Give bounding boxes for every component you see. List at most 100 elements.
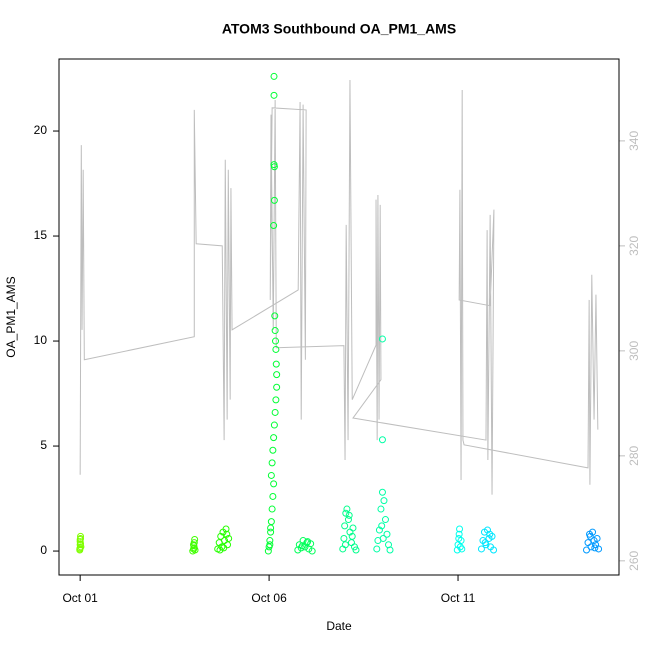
point <box>272 360 280 368</box>
point <box>595 545 603 553</box>
point <box>270 434 278 442</box>
point <box>298 542 306 550</box>
point <box>343 505 351 513</box>
point <box>273 383 281 391</box>
x-tick-label: Oct 01 <box>62 591 98 605</box>
point <box>220 544 228 552</box>
point <box>457 537 465 545</box>
y2-tick-label: 300 <box>627 341 641 361</box>
point <box>77 540 85 548</box>
point <box>341 541 349 549</box>
point <box>345 511 353 519</box>
y-axis-label: OA_PM1_AMS <box>4 276 18 357</box>
point <box>587 543 595 551</box>
point <box>488 532 496 540</box>
plot-frame <box>58 58 620 576</box>
point <box>380 497 388 505</box>
point <box>586 532 594 540</box>
point <box>342 509 350 517</box>
point <box>216 546 224 554</box>
point <box>225 534 233 542</box>
point <box>584 539 592 547</box>
point <box>486 530 494 538</box>
point <box>268 459 276 467</box>
y2-tick-label: 280 <box>627 446 641 466</box>
point <box>340 534 348 542</box>
point <box>378 488 386 496</box>
point <box>304 538 312 546</box>
y-tick-label: 15 <box>34 228 48 242</box>
point <box>270 421 278 429</box>
point <box>76 545 84 553</box>
point <box>308 547 316 555</box>
point <box>381 516 389 524</box>
point <box>270 91 278 99</box>
x-axis-label: Date <box>326 619 352 633</box>
point <box>264 547 272 555</box>
point <box>378 436 386 444</box>
line <box>79 79 599 495</box>
point <box>217 532 225 540</box>
point <box>593 534 601 542</box>
point <box>223 530 231 538</box>
y2-tick-label: 320 <box>627 236 641 256</box>
point <box>344 516 352 524</box>
point <box>77 532 85 540</box>
point <box>347 539 355 547</box>
point <box>269 492 277 500</box>
point <box>386 546 394 554</box>
point <box>378 522 386 530</box>
point <box>266 541 274 549</box>
point <box>456 525 464 533</box>
x-tick-label: Oct 11 <box>441 591 476 605</box>
point <box>349 524 357 532</box>
point <box>270 196 278 204</box>
y-tick-label: 10 <box>34 333 48 347</box>
point <box>477 545 485 553</box>
point <box>589 528 597 536</box>
point <box>379 534 387 542</box>
point <box>270 161 278 169</box>
point <box>272 345 280 353</box>
point <box>591 544 599 552</box>
point <box>273 371 281 379</box>
point <box>271 312 279 320</box>
point <box>270 72 278 80</box>
y-tick-label: 20 <box>34 123 48 137</box>
point <box>222 525 230 533</box>
point <box>484 526 492 534</box>
point <box>299 537 307 545</box>
y2-tick-label: 260 <box>627 550 641 570</box>
point <box>271 327 279 335</box>
point <box>352 546 360 554</box>
point <box>455 530 463 538</box>
point <box>267 528 275 536</box>
y-tick-label: 5 <box>40 438 47 452</box>
point <box>272 396 280 404</box>
point <box>270 480 278 488</box>
point <box>224 541 232 549</box>
point <box>341 522 349 530</box>
point <box>268 505 276 513</box>
point <box>458 545 466 553</box>
point <box>378 335 386 343</box>
point <box>76 536 84 544</box>
point <box>272 337 280 345</box>
y-tick-label: 0 <box>40 543 47 557</box>
point <box>271 408 279 416</box>
point <box>373 545 381 553</box>
point <box>267 518 275 526</box>
point <box>191 546 199 554</box>
point <box>348 532 356 540</box>
point <box>583 546 591 554</box>
x-tick-label: Oct 06 <box>251 591 287 605</box>
chart-title: ATOM3 Southbound OA_PM1_AMS <box>222 21 456 37</box>
point <box>481 539 489 547</box>
point <box>490 546 498 554</box>
point <box>269 446 277 454</box>
point <box>266 537 274 545</box>
point <box>375 526 383 534</box>
point <box>270 222 278 230</box>
point <box>455 534 463 542</box>
